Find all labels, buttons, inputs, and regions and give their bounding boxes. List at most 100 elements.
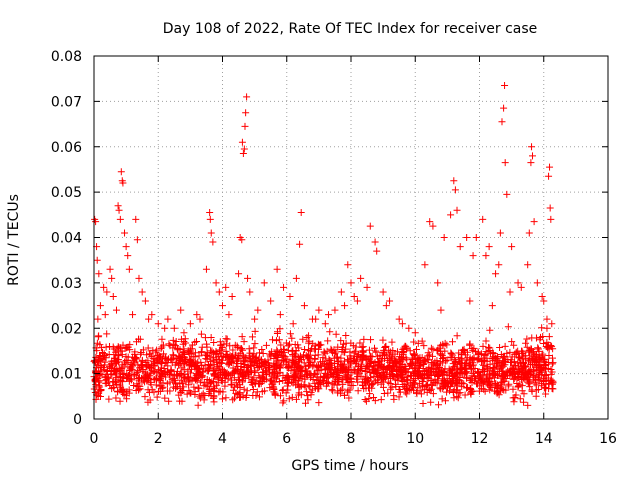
- data-point: [325, 355, 333, 363]
- x-tick-label: 10: [406, 431, 424, 447]
- data-point: [100, 283, 108, 291]
- data-point: [236, 381, 244, 389]
- data-point: [530, 365, 538, 373]
- data-point: [216, 338, 224, 346]
- data-point: [157, 345, 165, 353]
- data-point: [418, 337, 426, 345]
- data-point: [133, 368, 141, 376]
- data-point: [359, 351, 367, 359]
- data-point: [327, 345, 335, 353]
- data-point: [114, 202, 122, 210]
- data-point: [101, 361, 109, 369]
- data-point: [371, 238, 379, 246]
- data-point: [423, 388, 431, 396]
- data-point: [402, 365, 410, 373]
- y-tick-label: 0.07: [51, 94, 82, 110]
- data-point: [296, 352, 304, 360]
- data-point: [510, 375, 518, 383]
- data-point: [141, 297, 149, 305]
- data-point: [280, 345, 288, 353]
- data-point: [130, 372, 138, 380]
- data-point: [428, 382, 436, 390]
- data-point: [282, 389, 290, 397]
- data-point: [236, 349, 244, 357]
- data-point: [218, 395, 226, 403]
- data-point: [386, 356, 394, 364]
- data-point: [210, 392, 218, 400]
- data-point: [311, 354, 319, 362]
- data-point: [296, 240, 304, 248]
- data-point: [112, 394, 120, 402]
- data-point: [343, 388, 351, 396]
- data-point: [453, 332, 461, 340]
- data-point: [447, 211, 455, 219]
- data-point: [361, 395, 369, 403]
- data-point: [148, 386, 156, 394]
- data-point: [426, 351, 434, 359]
- data-point: [315, 399, 323, 407]
- data-point: [297, 382, 305, 390]
- data-point: [154, 320, 162, 328]
- data-point: [411, 364, 419, 372]
- data-point: [180, 348, 188, 356]
- data-point: [322, 382, 330, 390]
- data-point: [466, 340, 474, 348]
- data-point: [463, 234, 471, 241]
- data-point: [440, 234, 448, 241]
- data-point: [480, 367, 488, 375]
- data-point: [397, 353, 405, 361]
- data-point: [225, 370, 233, 378]
- data-point: [511, 358, 519, 366]
- data-point: [109, 343, 117, 351]
- data-point: [333, 364, 341, 372]
- data-point: [533, 279, 541, 287]
- data-point: [101, 311, 109, 319]
- data-point: [219, 374, 227, 382]
- data-point: [543, 324, 551, 332]
- x-tick-label: 14: [535, 431, 553, 447]
- data-point: [486, 367, 494, 375]
- data-point: [118, 389, 126, 397]
- data-point: [300, 302, 308, 310]
- data-point: [116, 369, 124, 377]
- data-point: [326, 371, 334, 379]
- data-point: [125, 370, 133, 378]
- data-point: [519, 375, 527, 383]
- data-point: [379, 288, 387, 296]
- data-point: [328, 386, 336, 394]
- data-point: [446, 387, 454, 395]
- data-point: [266, 363, 274, 371]
- data-point: [515, 382, 523, 390]
- data-point: [466, 385, 474, 393]
- data-point: [128, 376, 136, 384]
- data-point: [441, 339, 449, 347]
- data-point: [244, 274, 252, 282]
- data-point: [271, 389, 279, 397]
- data-point: [427, 344, 435, 352]
- data-point: [191, 373, 199, 381]
- data-point: [305, 382, 313, 390]
- data-point: [395, 366, 403, 374]
- data-point: [494, 354, 502, 362]
- data-point: [226, 342, 234, 350]
- data-point: [222, 394, 230, 402]
- data-point: [497, 364, 505, 372]
- data-point: [190, 383, 198, 391]
- data-point: [104, 374, 112, 382]
- data-point: [330, 354, 338, 362]
- data-point: [431, 379, 439, 387]
- data-point: [225, 311, 233, 319]
- data-point: [455, 349, 463, 357]
- data-point: [209, 238, 217, 246]
- data-point: [161, 324, 169, 332]
- data-point: [122, 243, 130, 251]
- data-point: [161, 394, 169, 402]
- data-point: [153, 393, 161, 401]
- data-point: [268, 372, 276, 380]
- data-point: [248, 333, 256, 341]
- data-point: [331, 306, 339, 314]
- data-point: [135, 274, 143, 282]
- data-point: [436, 384, 444, 392]
- data-point: [172, 337, 180, 345]
